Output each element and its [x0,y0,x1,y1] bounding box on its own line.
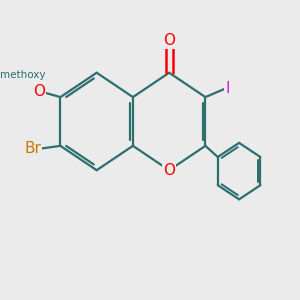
Text: O: O [33,84,45,99]
Text: O: O [163,32,175,47]
Text: Br: Br [24,141,41,156]
Text: methoxy: methoxy [0,70,45,80]
Text: O: O [163,163,175,178]
Text: I: I [226,81,230,96]
